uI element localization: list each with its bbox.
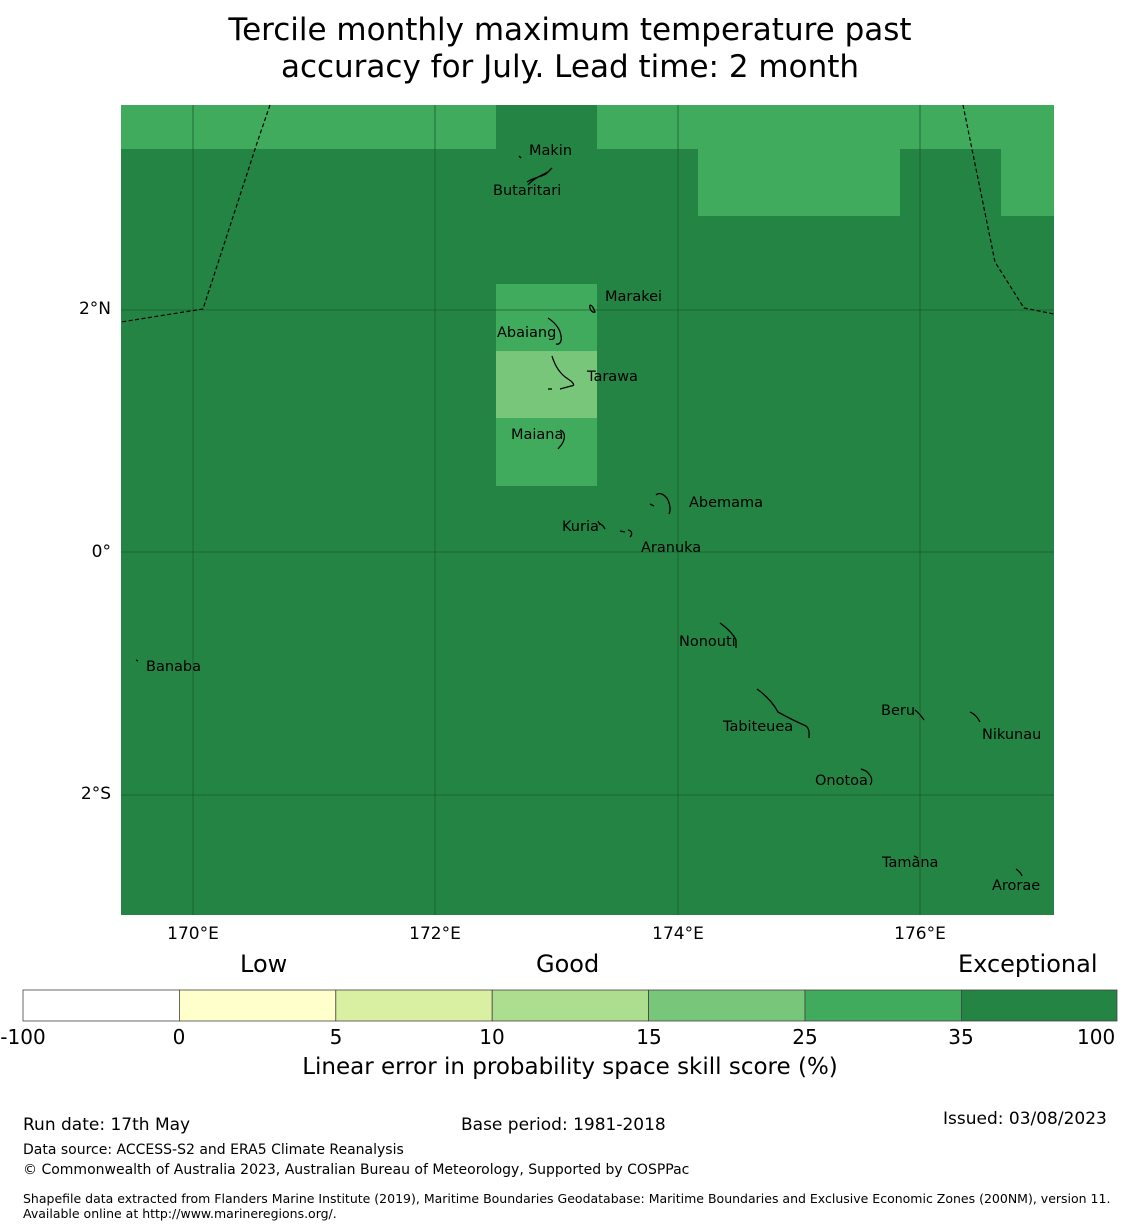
skill-cell [597,105,1054,149]
title-line-2: accuracy for July. Lead time: 2 month [280,49,860,85]
label-beru: Beru [881,703,915,719]
category-exceptional: Exceptional [958,950,1098,978]
island-banaba [135,659,139,662]
label-kuria: Kuria [562,519,599,535]
label-maiana: Maiana [511,427,563,443]
colorbar-segment-15-25 [648,989,806,1022]
island-maiana [557,429,566,450]
island-nonouti [719,622,737,648]
label-makin: Makin [529,143,572,159]
skill-cell [698,149,900,216]
colorbar-tick: 15 [636,1025,662,1049]
label-banaba: Banaba [146,659,201,675]
label-nikunau: Nikunau [982,727,1041,743]
eez-boundary-east [962,104,1055,315]
skill-cell [496,284,597,351]
label-aranuka: Aranuka [641,540,701,556]
colorbar-tick: -100 [0,1025,46,1049]
map-title: Tercile monthly maximum temperature past… [0,12,1140,86]
base-period: Base period: 1981-2018 [461,1115,666,1135]
issued-date: Issued: 03/08/2023 [943,1109,1107,1129]
label-tamana: Tamana [881,855,938,871]
copyright: © Commonwealth of Australia 2023, Austra… [23,1162,690,1178]
lat-tick-2s: 2°S [80,784,111,804]
lon-tick-170e: 170°E [167,924,219,944]
island-tabiteuea [756,688,810,739]
island-onotoa [860,768,873,786]
lon-tick-174e: 174°E [652,924,704,944]
colorbar-segment-5-10 [335,989,493,1022]
colorbar-segment-25-35 [804,989,962,1022]
lat-tick-0: 0° [91,542,111,562]
label-nonouti: Nonouti [679,634,736,650]
island-butaritari [526,167,553,186]
label-abemama: Abemama [689,495,763,511]
skill-cell [496,418,597,486]
lat-tick-2n: 2°N [78,299,111,319]
island-beru [914,709,925,721]
label-arorae: Arorae [992,878,1040,894]
data-source: Data source: ACCESS-S2 and ERA5 Climate … [23,1142,404,1158]
island-abaiang [547,317,562,345]
map-background [121,105,1054,915]
colorbar-tick: 25 [792,1025,818,1049]
label-tabiteuea: Tabiteuea [722,719,793,735]
colorbar-tick: 100 [1077,1025,1116,1049]
run-date: Run date: 17th May [23,1115,191,1135]
eez-boundary-west [120,104,271,323]
island-arorae [1015,868,1023,877]
label-abaiang: Abaiang [497,325,556,341]
island-abemama [649,492,671,515]
skill-grid [121,105,1054,915]
category-good: Good [536,950,600,978]
lon-tick-176e: 176°E [894,924,946,944]
colorbar-title: Linear error in probability space skill … [302,1054,838,1080]
label-butaritari: Butaritari [493,183,561,199]
colorbar-tick: 5 [329,1025,343,1049]
skill-cell [121,105,496,149]
island-tarawa [548,355,575,390]
colorbar [22,989,1118,1022]
skill-cell [1001,149,1054,216]
island-marakei [589,304,596,313]
colorbar-tick: 0 [172,1025,186,1049]
label-marakei: Marakei [605,289,662,305]
island-tamana [913,855,919,859]
label-onotoa: Onotoa [815,773,868,789]
colorbar-tick: 10 [479,1025,505,1049]
title-line-1: Tercile monthly maximum temperature past [228,12,912,48]
shapefile-credit: Shapefile data extracted from Flanders M… [23,1191,1111,1221]
graticule [121,105,1054,915]
island-nikunau [969,711,981,723]
colorbar-tick: 35 [948,1025,974,1049]
island-kuria [597,520,606,530]
lon-tick-172e: 172°E [409,924,461,944]
island-makin [518,155,522,159]
label-tarawa: Tarawa [586,369,638,385]
place-labels: Makin Butaritari Marakei Abaiang Tarawa … [146,143,1041,894]
category-low: Low [240,950,288,978]
colorbar-segment-35-100 [961,989,1118,1022]
colorbar-segment-0-5 [178,989,337,1022]
islands [135,155,1023,877]
eez-boundaries [120,104,1055,323]
colorbar-segment-10-15 [491,989,650,1022]
skill-cell [496,351,597,418]
colorbar-segment-neg100-0 [22,989,180,1022]
island-aranuka [619,529,633,538]
